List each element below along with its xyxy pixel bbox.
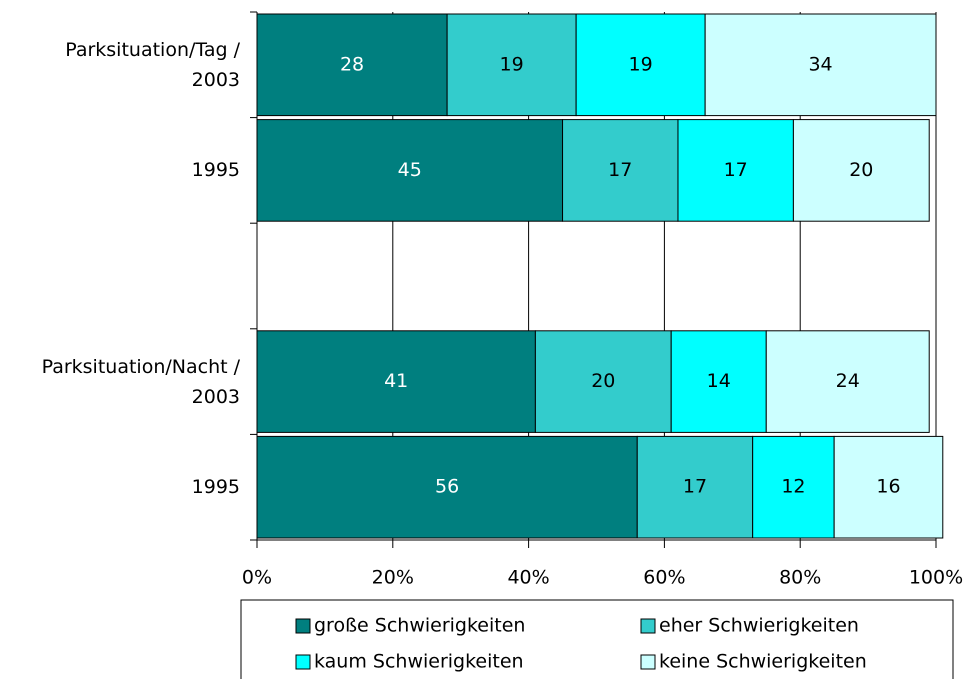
data-label: 34 — [808, 53, 832, 75]
data-label: 45 — [398, 159, 422, 181]
bar-segment — [670, 330, 767, 433]
legend-box — [240, 599, 954, 679]
legend-swatch — [640, 654, 656, 670]
bar-segment — [562, 119, 679, 222]
x-tick-label: 40% — [507, 567, 549, 589]
data-label: 17 — [724, 159, 748, 181]
bar-segment — [256, 435, 638, 539]
legend-swatch — [295, 654, 311, 670]
x-tick-label: 80% — [779, 567, 821, 589]
legend-label: eher Schwierigkeiten — [659, 615, 859, 637]
x-tick-label: 100% — [909, 567, 963, 589]
bar-segment — [752, 435, 835, 539]
category-label: 1995 — [191, 476, 240, 499]
x-tick-label: 0% — [242, 567, 272, 589]
x-tick-label: 20% — [372, 567, 414, 589]
data-label: 12 — [781, 476, 805, 498]
legend-swatch — [295, 618, 311, 634]
data-label: 17 — [608, 159, 632, 181]
bar-segment — [636, 435, 754, 539]
legend-label: große Schwierigkeiten — [314, 615, 525, 637]
category-label: 1995 — [191, 159, 240, 182]
data-label: 16 — [876, 476, 900, 498]
bar-segment — [534, 330, 672, 433]
bar-segment — [677, 119, 794, 222]
bar-segment — [256, 330, 536, 433]
legend-swatch — [640, 618, 656, 634]
data-label: 41 — [384, 370, 408, 392]
bar-segment — [704, 13, 937, 117]
category-label: Parksituation/Nacht / 2003 — [41, 355, 240, 408]
bar-segment — [765, 330, 930, 433]
bar-segment — [833, 435, 944, 539]
bar-segment — [256, 119, 564, 222]
category-label: Parksituation/Tag / 2003 — [65, 38, 240, 91]
data-label: 56 — [435, 476, 459, 498]
data-label: 24 — [836, 370, 860, 392]
data-label: 19 — [500, 53, 524, 75]
legend-label: keine Schwierigkeiten — [659, 651, 867, 673]
data-label: 20 — [849, 159, 873, 181]
legend-label: kaum Schwierigkeiten — [314, 651, 524, 673]
bar-segment — [575, 13, 706, 117]
data-label: 14 — [707, 370, 731, 392]
data-label: 20 — [591, 370, 615, 392]
x-tick-label: 60% — [643, 567, 685, 589]
bar-segment — [792, 119, 930, 222]
bar-segment — [256, 13, 448, 117]
data-label: 17 — [683, 476, 707, 498]
data-label: 28 — [340, 53, 364, 75]
bar-segment — [446, 13, 577, 117]
data-label: 19 — [629, 53, 653, 75]
